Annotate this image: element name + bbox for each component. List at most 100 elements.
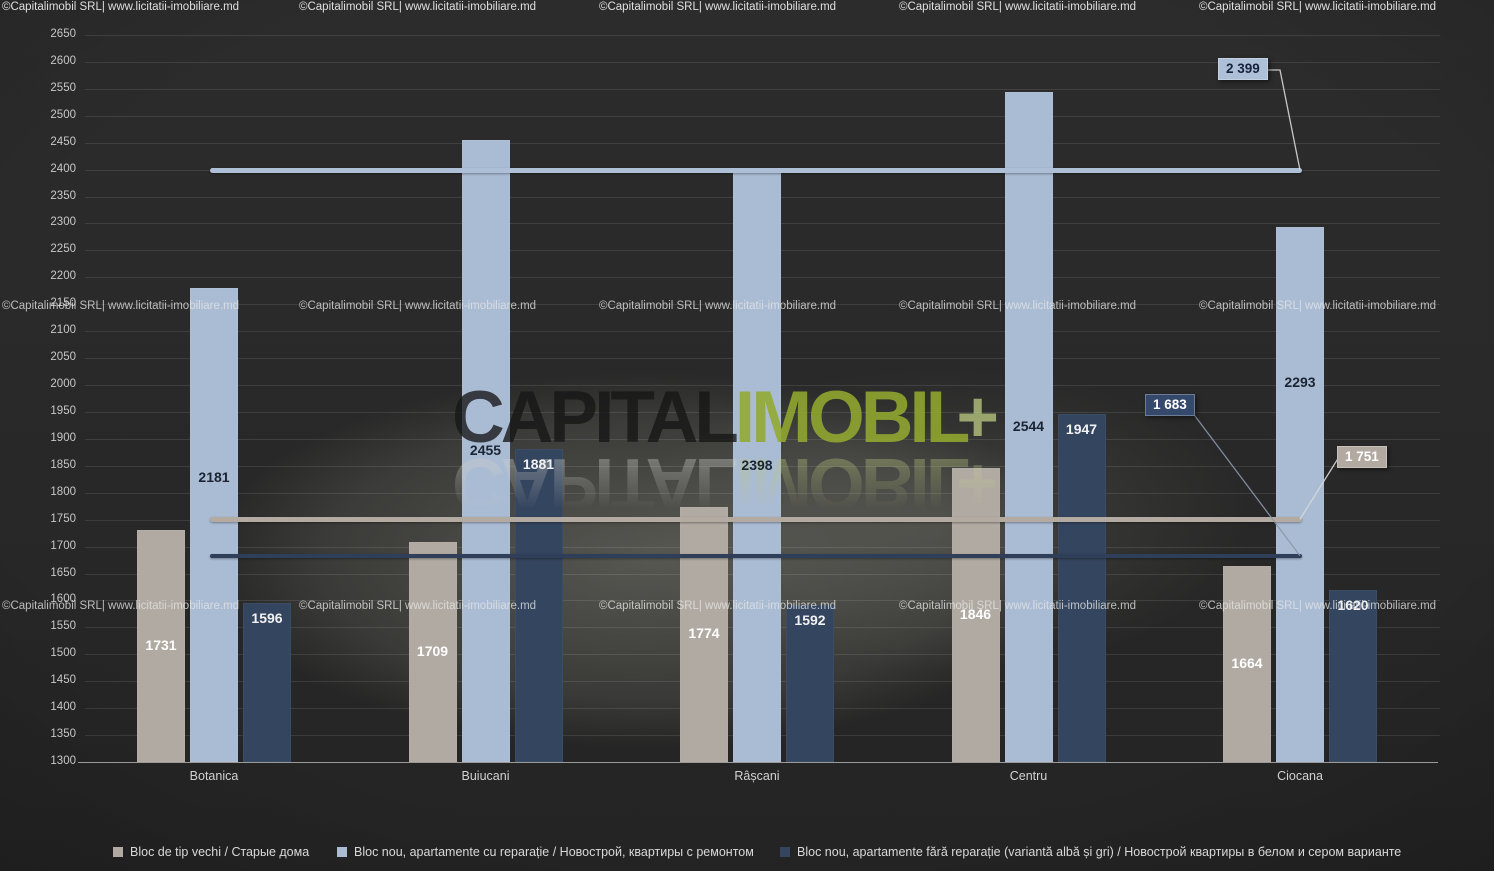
bar-Buiucani-series2	[461, 140, 510, 762]
bar-Râșcani-series1	[680, 506, 728, 762]
average-callout-1751: 1 751	[1337, 446, 1387, 468]
bar-Buiucani-series1	[408, 541, 457, 762]
legend-swatch-icon	[337, 847, 347, 857]
y-tick-label: 2650	[50, 28, 76, 40]
copyright-watermark: ©Capitalimobil SRL| www.licitatii-imobil…	[2, 1, 240, 13]
brand-watermark-imobil: IMOBIL	[734, 377, 970, 458]
gridline	[85, 115, 1440, 117]
bar-value-label: 1947	[1065, 420, 1098, 437]
brand-watermark-capital: CAPITAL	[452, 377, 739, 458]
bar-value-label: 2293	[1284, 374, 1316, 390]
bar-Botanica-series1	[137, 529, 185, 762]
bar-value-label: 1709	[416, 642, 449, 659]
y-tick-label: 1550	[50, 620, 76, 633]
bar-value-label: 1846	[959, 605, 992, 622]
copyright-watermark: ©Capitalimobil SRL| www.licitatii-imobil…	[299, 300, 537, 312]
bar-Botanica-series3	[243, 602, 291, 762]
y-tick-label: 2050	[50, 351, 76, 364]
average-callout-2399: 2 399	[1218, 58, 1268, 80]
bar-Buiucani-series3	[514, 449, 563, 762]
category-label-0: Botanica	[189, 769, 239, 783]
y-tick-label: 2400	[50, 162, 76, 175]
bar-value-label: 1620	[1337, 596, 1369, 613]
copyright-watermark: ©Capitalimobil SRL| www.licitatii-imobil…	[599, 600, 837, 612]
y-tick-label: 2250	[50, 243, 76, 256]
y-tick-label: 2350	[50, 189, 76, 202]
gridline	[85, 88, 1440, 90]
bar-value-label: 2455	[469, 442, 502, 458]
copyright-watermark: ©Capitalimobil SRL| www.licitatii-imobil…	[1199, 300, 1437, 312]
y-tick-label: 1350	[50, 728, 76, 741]
bar-Ciocana-series1	[1223, 565, 1271, 762]
legend-label: Bloc nou, apartamente cu reparație / Нов…	[354, 845, 754, 859]
bar-value-label: 1596	[251, 609, 283, 626]
bar-Centru-series2	[1004, 92, 1053, 762]
y-tick-label: 2550	[50, 81, 76, 94]
x-axis-baseline	[78, 762, 1438, 763]
legend-label: Bloc nou, apartamente fără reparație (va…	[797, 845, 1402, 859]
legend-item-0: Bloc de tip vechi / Старые дома	[113, 845, 309, 859]
y-tick-label: 1800	[50, 485, 76, 498]
y-tick-label: 1650	[50, 566, 76, 579]
bar-value-label: 2181	[198, 469, 230, 485]
bar-Centru-series3	[1057, 413, 1106, 762]
copyright-watermark: ©Capitalimobil SRL| www.licitatii-imobil…	[599, 1, 837, 13]
y-tick-label: 2450	[50, 135, 76, 148]
y-tick-label: 2500	[50, 108, 76, 121]
bar-value-label: 1731	[145, 636, 177, 653]
category-label-3: Centru	[1009, 769, 1048, 783]
y-tick-label: 2100	[50, 324, 76, 337]
copyright-watermark: ©Capitalimobil SRL| www.licitatii-imobil…	[2, 300, 240, 312]
category-label-4: Ciocana	[1277, 769, 1323, 783]
brand-watermark-plus-icon: +	[956, 377, 999, 458]
copyright-watermark: ©Capitalimobil SRL| www.licitatii-imobil…	[899, 1, 1137, 13]
copyright-watermark: ©Capitalimobil SRL| www.licitatii-imobil…	[2, 600, 240, 612]
y-tick-label: 1750	[50, 512, 76, 525]
copyright-watermark: ©Capitalimobil SRL| www.licitatii-imobil…	[299, 1, 537, 13]
y-tick-label: 2300	[50, 216, 76, 229]
bar-Râșcani-series3	[786, 604, 834, 762]
average-callout-1683: 1 683	[1145, 394, 1195, 416]
bar-Botanica-series2	[190, 287, 238, 762]
copyright-watermark: ©Capitalimobil SRL| www.licitatii-imobil…	[1199, 1, 1437, 13]
y-tick-label: 2000	[50, 378, 76, 391]
bar-value-label: 1592	[794, 611, 826, 628]
average-line-2399	[210, 167, 1302, 173]
category-label-2: Râșcani	[734, 769, 780, 783]
gridline	[85, 61, 1440, 63]
y-tick-label: 1300	[50, 755, 76, 767]
bar-value-label: 1881	[522, 456, 555, 473]
copyright-watermark: ©Capitalimobil SRL| www.licitatii-imobil…	[899, 600, 1137, 612]
bar-Râșcani-series2	[733, 170, 781, 762]
y-tick-label: 2600	[50, 54, 76, 67]
legend-swatch-icon	[113, 847, 123, 857]
y-tick-label: 1450	[50, 674, 76, 687]
y-tick-label: 1700	[50, 539, 76, 552]
copyright-watermark: ©Capitalimobil SRL| www.licitatii-imobil…	[1199, 600, 1437, 612]
y-tick-label: 1950	[50, 404, 76, 417]
y-tick-label: 1600	[50, 593, 76, 606]
bar-value-label: 2398	[741, 457, 773, 474]
category-label-1: Buiucani	[461, 769, 510, 783]
average-line-1751	[210, 516, 1302, 522]
legend-label: Bloc de tip vechi / Старые дома	[130, 845, 310, 859]
bar-value-label: 1664	[1231, 654, 1263, 671]
bar-Ciocana-series3	[1329, 589, 1377, 762]
gridline	[85, 142, 1440, 144]
bar-value-label: 2544	[1012, 418, 1045, 435]
copyright-watermark: ©Capitalimobil SRL| www.licitatii-imobil…	[599, 300, 837, 312]
y-tick-label: 2150	[50, 297, 76, 310]
legend-item-2: Bloc nou, apartamente fără reparație (va…	[780, 845, 1401, 859]
gridline	[85, 35, 1440, 36]
legend-swatch-icon	[780, 847, 790, 857]
y-tick-label: 1400	[50, 701, 76, 714]
bar-value-label: 1774	[688, 625, 720, 642]
copyright-watermark: ©Capitalimobil SRL| www.licitatii-imobil…	[299, 600, 537, 612]
brand-watermark: CAPITALIMOBIL+	[452, 381, 999, 454]
legend-item-1: Bloc nou, apartamente cu reparație / Нов…	[337, 845, 754, 859]
y-tick-label: 1850	[50, 458, 76, 471]
y-tick-label: 1900	[50, 431, 76, 444]
y-tick-label: 1500	[50, 647, 76, 660]
average-line-1683	[210, 553, 1302, 558]
